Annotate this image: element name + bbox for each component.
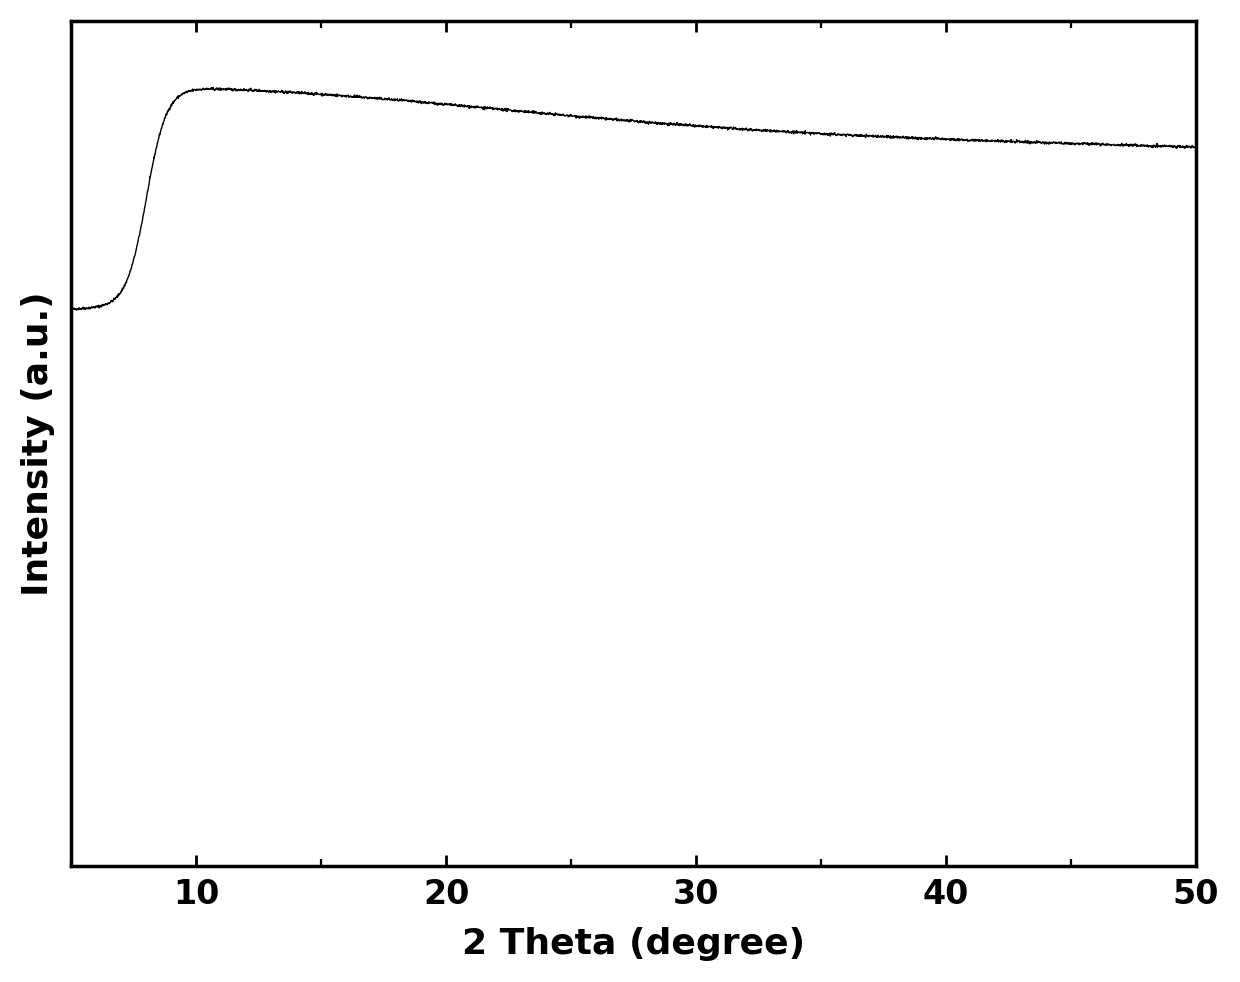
Y-axis label: Intensity (a.u.): Intensity (a.u.) xyxy=(21,292,55,596)
X-axis label: 2 Theta (degree): 2 Theta (degree) xyxy=(463,927,805,961)
